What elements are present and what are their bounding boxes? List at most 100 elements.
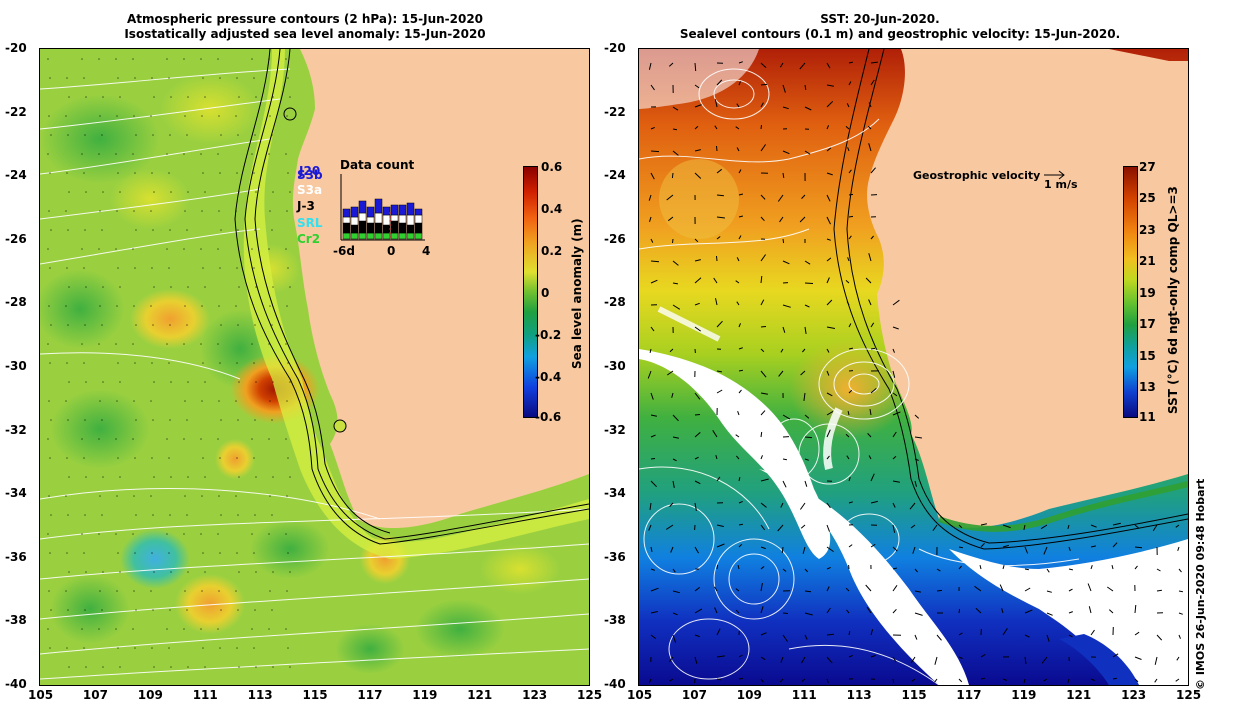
velocity-arrow [868,299,872,306]
velocity-arrow [782,150,790,155]
significance-dot [83,77,85,79]
significance-dot [116,590,118,592]
velocity-arrow [799,502,806,510]
significance-dot [132,153,134,155]
velocity-arrow [804,84,807,90]
left-x-tick-label: 105 [28,688,54,702]
significance-dot [201,210,203,212]
significance-dot [101,324,103,326]
velocity-arrow [1002,524,1011,529]
velocity-arrow [737,411,740,416]
histogram-bar [374,222,383,234]
significance-dot [117,552,119,554]
velocity-arrow [826,238,831,241]
velocity-arrow [826,546,834,553]
velocity-arrow [892,480,900,483]
significance-dot [85,571,87,573]
significance-dot [115,343,117,345]
sst-tick: 11 [1139,410,1156,424]
significance-dot [268,248,270,250]
velocity-arrow [868,455,872,460]
sla-tick: -0.6 [535,410,562,424]
significance-dot [135,514,137,516]
significance-dot [132,628,134,630]
histogram-bar [382,232,391,240]
significance-dot [254,419,256,421]
left-title-line1: Atmospheric pressure contours (2 hPa): 1… [126,12,484,26]
sat-label-srl: SRL [297,216,323,230]
significance-dot [217,343,219,345]
significance-dot [119,381,121,383]
velocity-arrow [892,392,898,397]
significance-dot [117,457,119,459]
significance-dot [236,172,238,174]
velocity-arrow [845,587,850,592]
histogram-bar [414,232,423,240]
velocity-arrow [914,590,921,593]
velocity-arrow [804,612,813,616]
velocity-arrow [870,322,875,328]
significance-dot [150,115,152,117]
velocity-arrow [801,656,806,664]
velocity-arrow [934,656,938,665]
significance-dot [117,267,119,269]
significance-dot [49,172,51,174]
velocity-arrow [760,546,766,550]
velocity-arrow [716,255,718,262]
velocity-arrow [866,606,872,614]
significance-dot [66,172,68,174]
velocity-arrow [1134,565,1138,570]
significance-dot [152,419,154,421]
significance-dot [220,514,222,516]
velocity-arrow [826,101,834,108]
right-x-tick-label: 125 [1176,688,1202,702]
velocity-arrow [1156,589,1162,592]
significance-dot [204,191,206,193]
velocity-arrow [667,370,674,376]
velocity-arrow [694,634,700,638]
significance-dot [98,628,100,630]
significance-dot [81,628,83,630]
significance-dot [83,267,85,269]
significance-dot [202,77,204,79]
significance-dot [204,96,206,98]
significance-dot [102,381,104,383]
velocity-arrow [672,458,677,462]
sst-tick: 15 [1139,349,1156,363]
velocity-arrow [1046,612,1053,616]
velocity-arrow [649,216,652,222]
significance-dot [170,571,172,573]
significance-dot [217,153,219,155]
velocity-arrow [801,678,806,682]
sla-colorbar-title: Sea level anomaly (m) [570,218,584,369]
velocity-arrow [648,62,652,70]
significance-dot [101,419,103,421]
velocity-arrow [736,257,740,262]
velocity-arrow [716,655,725,658]
right-x-tick-label: 113 [846,688,872,702]
significance-dot [48,305,50,307]
velocity-arrow [1107,586,1114,592]
significance-dot [186,229,188,231]
data-count-histogram [340,174,425,241]
velocity-arrow [716,389,723,394]
significance-dot [119,286,121,288]
histogram-bar [374,198,383,214]
histogram-bar [350,216,359,226]
velocity-arrow [826,410,834,416]
significance-dot [84,229,86,231]
significance-dot [116,115,118,117]
significance-dot [238,571,240,573]
velocity-arrow [694,238,699,243]
sat-label-cr2: Cr2 [297,232,321,246]
significance-dot [235,210,237,212]
velocity-arrow [782,304,791,308]
velocity-arrow [846,609,850,614]
velocity-arrow [870,79,875,86]
significance-dot [50,229,52,231]
velocity-arrow [760,524,765,531]
velocity-arrow [694,414,701,416]
significance-dot [47,533,49,535]
velocity-arrow [914,612,923,616]
histogram-bar [350,224,359,234]
